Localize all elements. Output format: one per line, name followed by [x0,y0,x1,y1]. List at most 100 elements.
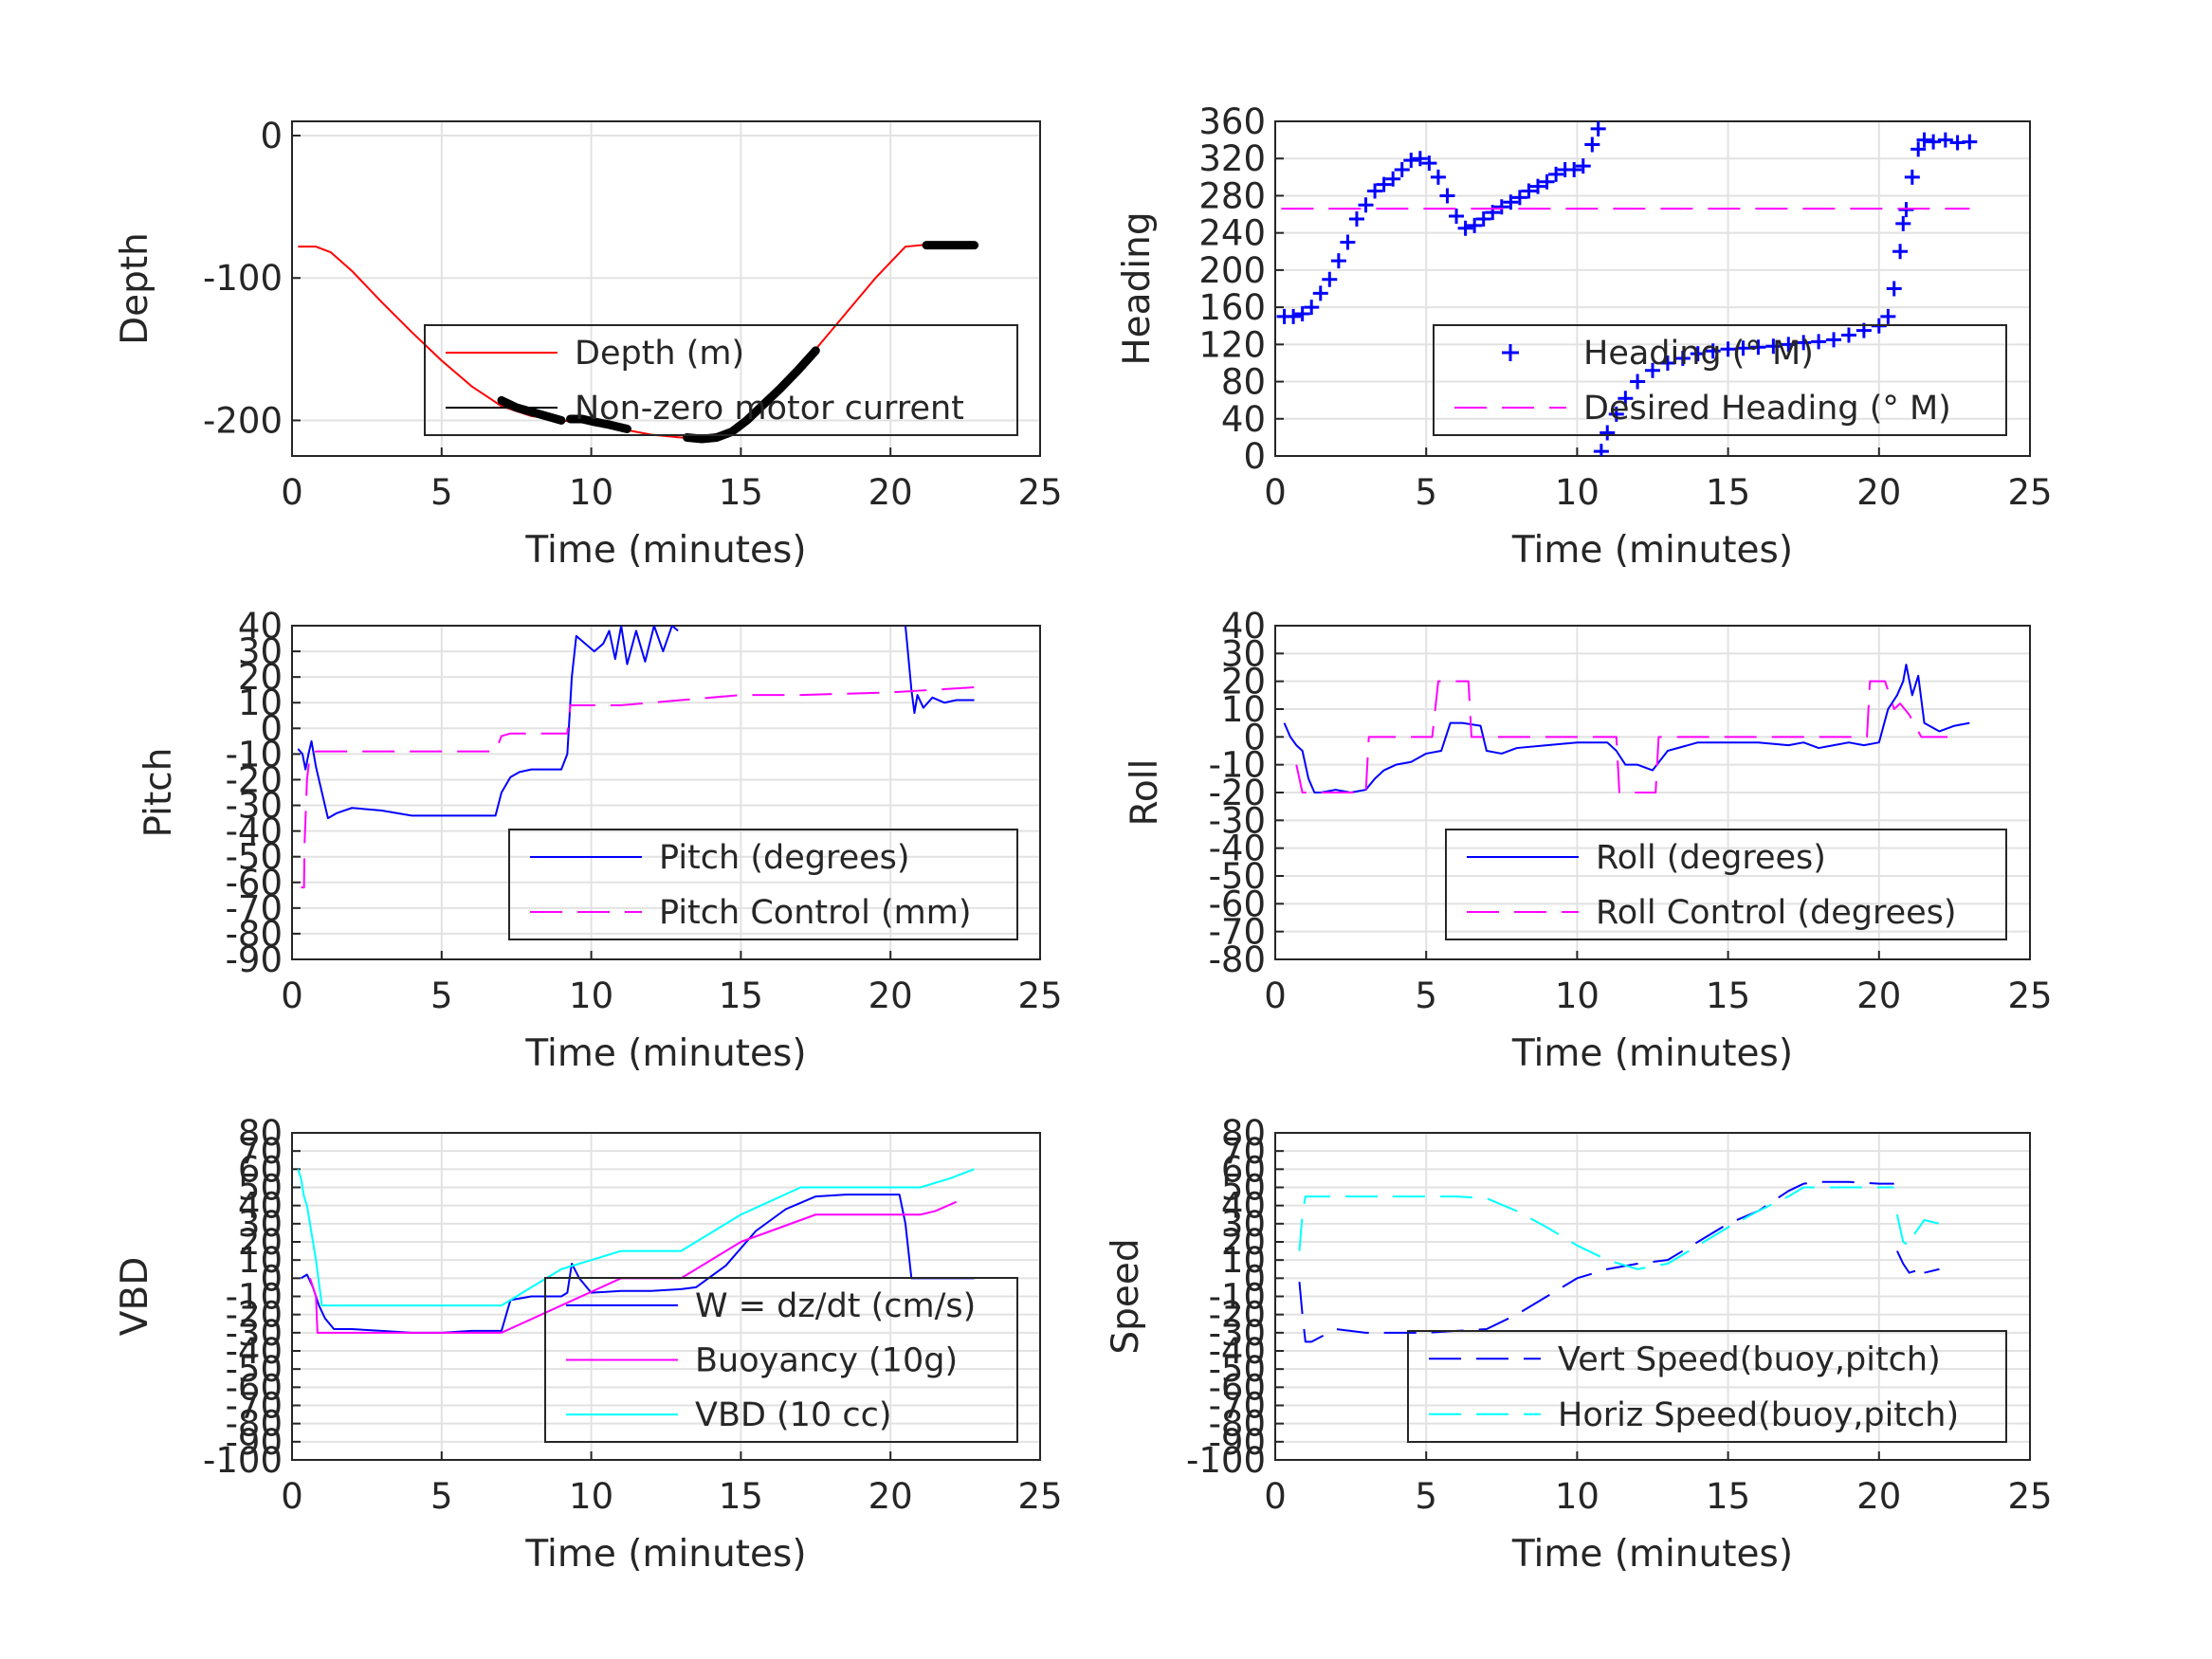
x-tick-label: 15 [1706,1476,1750,1517]
data-point [1503,194,1519,210]
data-point [1548,166,1564,182]
series-line [301,685,975,889]
y-tick-label: 40 [1221,399,1266,440]
y-tick-label: 200 [1198,250,1266,291]
x-tick-label: 15 [719,975,763,1016]
y-tick-label: 20 [238,657,283,698]
x-tick-label: 0 [1264,975,1287,1016]
x-tick-label: 0 [281,975,303,1016]
data-point [1720,341,1736,357]
x-tick-label: 20 [1856,1476,1901,1517]
y-tick-label: 80 [238,1113,283,1154]
data-point [1811,334,1827,350]
data-point [1493,199,1509,215]
heading-panel: 0 5 10 15 20 2504080120160200240280320360Time… [1116,101,2053,572]
data-point [1539,173,1555,190]
y-tick-label: 160 [1198,287,1266,328]
y-tick-label: 30 [1221,1204,1266,1245]
legend-box [1445,829,2007,940]
legend: Depth (m) Non-zero motor current [424,324,1018,436]
y-tick-label: 320 [1198,138,1266,179]
data-point [1750,339,1766,356]
y-tick-label: -30 [1209,800,1266,841]
motor-current-segment [566,414,631,433]
y-axis-label: Depth [114,232,156,345]
data-point [1348,210,1364,227]
pitch-panel: 0 5 10 15 20 25403020100-10-20-30-40-50-60-70… [137,606,1063,1075]
y-tick-label: -70 [1209,1386,1266,1427]
y-tick-label: -70 [1209,912,1266,953]
plot-area [297,626,975,889]
y-tick-label: -20 [1209,773,1266,813]
y-tick-label: 60 [1221,1149,1266,1190]
data-point [1449,209,1465,225]
series-vert-speed-buoy-pitch [1298,1180,1940,1343]
axes-box [1274,120,2031,457]
y-tick-label: 30 [1221,633,1266,674]
y-tick-label: -20 [226,1295,283,1336]
axes-box [291,625,1041,960]
y-tick-label: -50 [226,1349,283,1390]
x-tick-label: 5 [1415,975,1437,1016]
data-point [1294,305,1310,321]
speed-panel: 0 5 10 15 20 2580706050403020100-10-20-30-40-… [1105,1113,2053,1576]
series-line [904,626,975,715]
y-tick-label: -90 [226,1422,283,1463]
series-line [1298,1186,1894,1270]
x-tick-label: 0 [1264,472,1287,513]
y-tick-label: -10 [1209,745,1266,786]
y-tick-label: 80 [1221,1113,1266,1154]
y-tick-label: -80 [1209,1404,1266,1445]
y-tick-label: 0 [260,116,283,156]
x-axis-label: Time (minutes) [524,1032,806,1075]
x-axis-label: Time (minutes) [1511,1032,1793,1075]
y-tick-label: -60 [1209,884,1266,924]
y-tick-label: -50 [226,837,283,878]
x-tick-label: 20 [868,975,913,1016]
y-tick-label: 40 [238,1186,283,1227]
data-point [1892,244,1909,260]
y-tick-label: 70 [1221,1131,1266,1172]
data-point [1358,197,1374,213]
data-point [1584,137,1600,153]
x-axis-label: Time (minutes) [1511,529,1793,572]
y-tick-label: -10 [226,734,283,775]
data-point [1394,161,1410,177]
data-point [1826,332,1842,348]
data-point [1421,155,1437,172]
y-tick-label: -100 [203,1440,283,1481]
y-tick-label: 20 [1221,1222,1266,1263]
y-tick-label: -80 [226,914,283,955]
legend-label: Desired Heading (° M) [1583,390,1951,428]
data-point [1690,346,1706,362]
series-line [1298,1180,1894,1343]
series-depth-m [298,244,975,439]
y-tick-label: -80 [1209,939,1266,980]
y-tick-label: 70 [238,1131,283,1172]
data-point [1467,217,1483,233]
y-tick-label: -100 [1186,1440,1266,1481]
data-point [1430,169,1446,185]
data-point [1765,338,1782,355]
legend: Vert Speed(buoy,pitch) Horiz Speed(buoy,p… [1407,1330,2007,1443]
x-tick-label: 25 [1017,1476,1062,1517]
y-tick-label: -90 [1209,1422,1266,1463]
legend-label: Horiz Speed(buoy,pitch) [1558,1396,1959,1434]
legend: Heading (° M) Desired Heading (° M) [1433,324,2007,436]
y-tick-label: 40 [1221,606,1266,647]
data-point [1367,183,1383,199]
data-point [1304,300,1320,316]
legend-box [1407,1330,2007,1443]
data-point [1659,355,1675,371]
y-tick-label: 0 [260,708,283,749]
x-tick-label: 0 [281,472,303,513]
data-point [1674,351,1691,367]
y-tick-label: 30 [238,1204,283,1245]
x-tick-label: 5 [1415,472,1437,513]
data-point [1886,281,1902,297]
data-point [1322,271,1338,287]
y-tick-label: -10 [1209,1277,1266,1318]
x-tick-label: 5 [430,1476,453,1517]
data-point [1475,210,1491,227]
data-point [1403,153,1419,169]
